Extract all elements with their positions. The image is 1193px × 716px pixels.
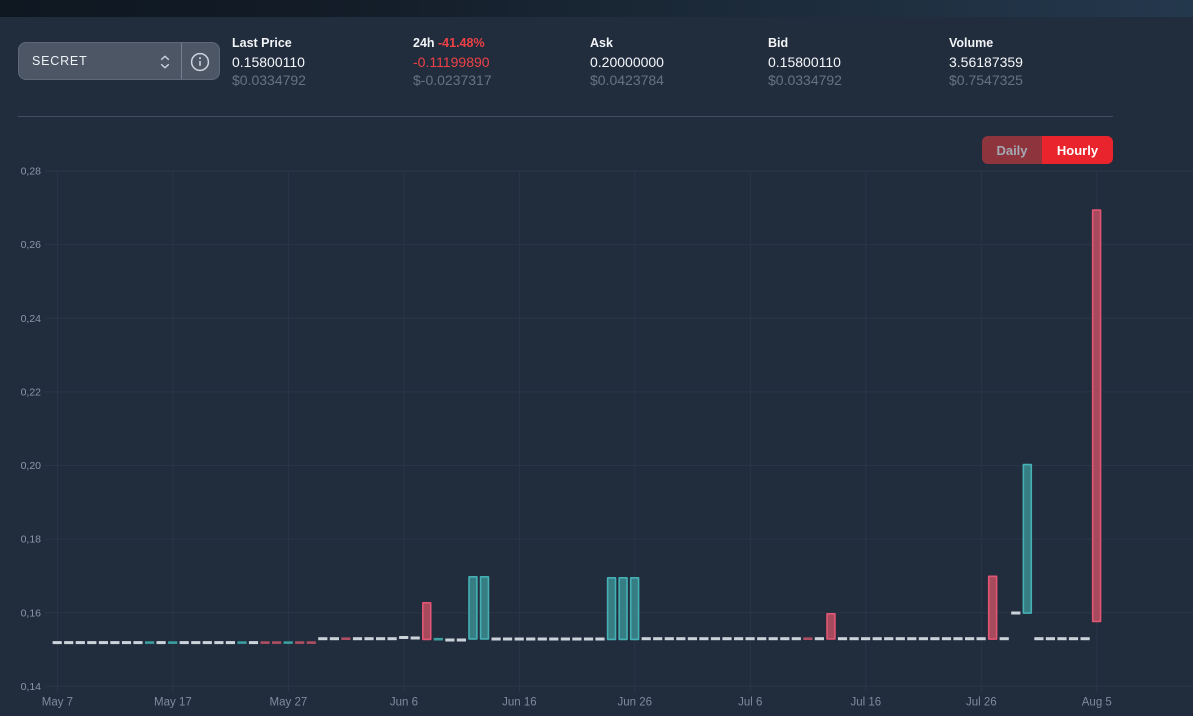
svg-text:0,26: 0,26 [21,239,42,251]
svg-text:0,14: 0,14 [21,681,42,693]
svg-text:0,28: 0,28 [21,166,42,178]
svg-text:Jul 6: Jul 6 [738,697,762,709]
svg-text:0,18: 0,18 [21,534,42,546]
svg-text:0,22: 0,22 [21,387,42,399]
svg-text:Jun 26: Jun 26 [618,697,653,709]
svg-text:Jun 16: Jun 16 [502,697,537,709]
svg-text:0,16: 0,16 [21,607,42,619]
svg-text:0,24: 0,24 [21,313,42,325]
svg-text:Jul 26: Jul 26 [966,697,997,709]
svg-text:May 7: May 7 [42,697,73,709]
svg-text:Aug 5: Aug 5 [1082,697,1112,709]
svg-text:0,20: 0,20 [21,460,42,472]
svg-text:May 17: May 17 [154,697,192,709]
svg-text:Jul 16: Jul 16 [850,697,881,709]
svg-text:Jun 6: Jun 6 [390,697,418,709]
svg-text:May 27: May 27 [270,697,308,709]
